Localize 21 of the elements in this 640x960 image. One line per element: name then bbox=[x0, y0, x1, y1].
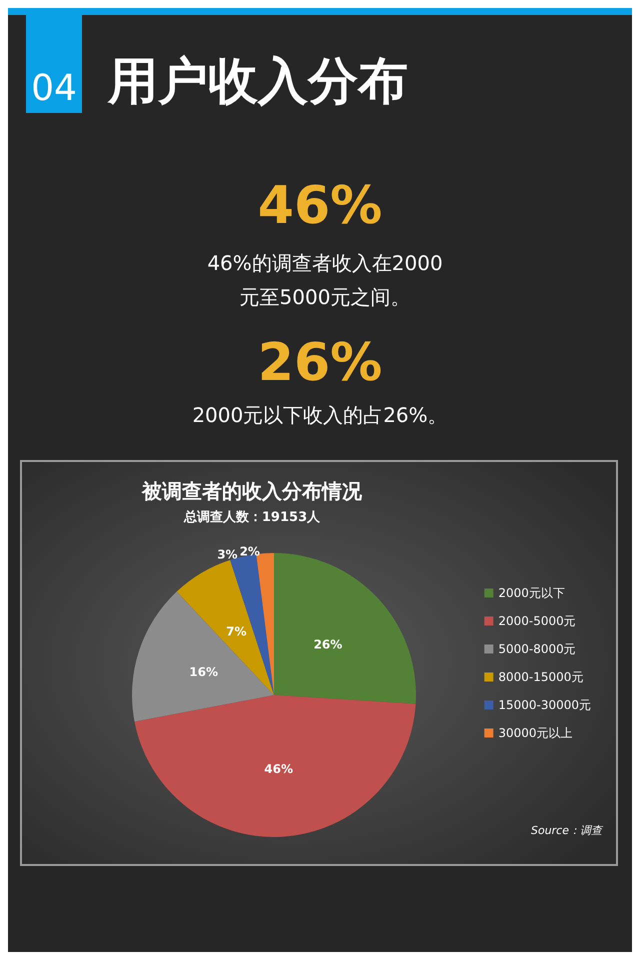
data-label: 46% bbox=[264, 762, 294, 776]
data-label: 26% bbox=[314, 637, 342, 652]
chart-title: 被调查者的收入分布情况 bbox=[141, 479, 363, 503]
legend-label: 2000元以下 bbox=[498, 586, 565, 600]
data-label: 3% bbox=[217, 547, 238, 562]
legend-label: 8000-15000元 bbox=[498, 670, 584, 684]
text: 用户收入分布 bbox=[108, 51, 408, 112]
text: 46%的调查者收入在2000元至5000元之间。 bbox=[206, 250, 444, 311]
legend-label: 30000元以上 bbox=[498, 726, 573, 740]
legend-label: 15000-30000元 bbox=[498, 698, 592, 712]
legend-label: 5000-8000元 bbox=[498, 642, 576, 656]
chart-subtitle: 总调查人数：19153人 bbox=[182, 509, 322, 525]
text: 26% bbox=[256, 333, 384, 393]
data-label: 7% bbox=[226, 624, 247, 638]
source-note: Source：调查 bbox=[530, 824, 604, 837]
text: 04 bbox=[26, 15, 82, 113]
text: 46% bbox=[256, 176, 384, 236]
data-label: 2% bbox=[240, 544, 260, 558]
data-label: 16% bbox=[189, 665, 218, 680]
text: 2000元以下收入的占26%。 bbox=[191, 402, 449, 429]
legend-label: 2000-5000元 bbox=[498, 614, 576, 628]
